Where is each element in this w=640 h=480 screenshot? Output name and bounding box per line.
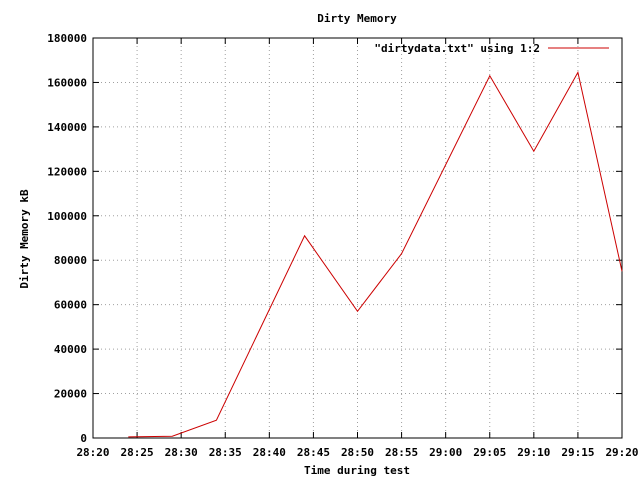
series-lines xyxy=(128,71,623,438)
grid-lines xyxy=(93,38,622,438)
y-tick-label: 80000 xyxy=(54,254,87,267)
x-axis-label: Time during test xyxy=(304,464,410,477)
x-tick-label: 28:30 xyxy=(165,446,198,459)
y-axis-ticks: 0 20000 40000 60000 80000 100000 120000 140000 1… xyxy=(47,32,622,445)
y-tick-label: 20000 xyxy=(54,388,87,401)
x-tick-label: 29:20 xyxy=(605,446,638,459)
chart-title: Dirty Memory xyxy=(317,12,397,25)
legend: "dirtydata.txt" using 1:2 xyxy=(374,42,609,55)
y-tick-label: 0 xyxy=(80,432,87,445)
x-tick-label: 29:05 xyxy=(473,446,506,459)
x-tick-label: 29:15 xyxy=(561,446,594,459)
y-axis-label: Dirty Memory kB xyxy=(18,189,31,289)
y-tick-label: 140000 xyxy=(47,121,87,134)
y-tick-label: 160000 xyxy=(47,76,87,89)
x-tick-label: 29:10 xyxy=(517,446,550,459)
y-tick-label: 180000 xyxy=(47,32,87,45)
y-tick-label: 120000 xyxy=(47,165,87,178)
x-tick-label: 28:40 xyxy=(253,446,286,459)
y-tick-label: 100000 xyxy=(47,210,87,223)
x-tick-label: 28:20 xyxy=(76,446,109,459)
x-tick-label: 28:25 xyxy=(121,446,154,459)
x-tick-label: 29:00 xyxy=(429,446,462,459)
y-tick-label: 60000 xyxy=(54,299,87,312)
series-line-0 xyxy=(128,71,623,438)
legend-label: "dirtydata.txt" using 1:2 xyxy=(374,42,540,55)
x-tick-label: 28:50 xyxy=(341,446,374,459)
x-axis-ticks: 28:20 28:25 28:30 28:35 28:40 28:45 28:50 28:55… xyxy=(76,38,639,459)
x-tick-label: 28:45 xyxy=(297,446,330,459)
x-tick-label: 28:55 xyxy=(385,446,418,459)
y-tick-label: 40000 xyxy=(54,343,87,356)
x-tick-label: 28:35 xyxy=(209,446,242,459)
